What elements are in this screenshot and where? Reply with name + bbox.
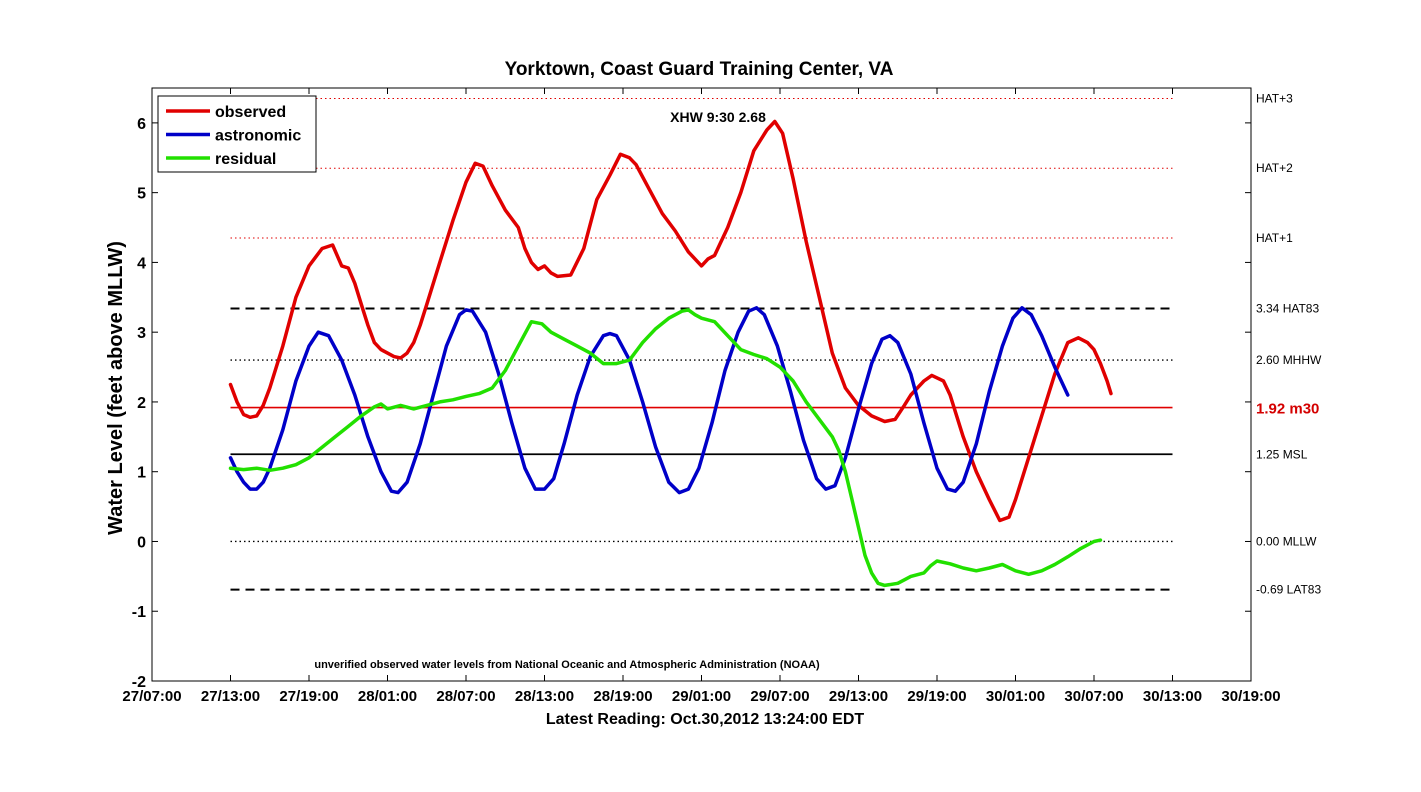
x-tick-label: 28/07:00 (436, 688, 495, 705)
y-tick-label: -2 (132, 674, 146, 691)
y-axis-label: Water Level (feet above MLLW) (105, 241, 127, 535)
ref-label-0-69-lat83: -0.69 LAT83 (1256, 583, 1321, 597)
x-tick-label: 28/13:00 (515, 688, 574, 705)
x-tick-label: 29/01:00 (672, 688, 731, 705)
ref-label-hat-1: HAT+1 (1256, 231, 1293, 245)
chart-title: Yorktown, Coast Guard Training Center, V… (505, 59, 894, 80)
ref-label-3-34-hat83: 3.34 HAT83 (1256, 301, 1319, 315)
source-note: unverified observed water levels from Na… (314, 659, 820, 671)
y-tick-label: 0 (137, 534, 146, 551)
y-tick-label: 3 (137, 325, 146, 342)
x-tick-label: 29/13:00 (829, 688, 888, 705)
x-tick-label: 28/01:00 (358, 688, 417, 705)
ref-label-1-25-msl: 1.25 MSL (1256, 447, 1308, 461)
y-tick-label: 1 (137, 465, 146, 482)
y-tick-label: -1 (132, 604, 146, 621)
ref-label-2-60-mhhw: 2.60 MHHW (1256, 353, 1322, 367)
x-tick-label: 29/19:00 (907, 688, 966, 705)
x-tick-label: 30/13:00 (1143, 688, 1202, 705)
ref-label-hat-3: HAT+3 (1256, 91, 1293, 105)
x-tick-label: 27/13:00 (201, 688, 260, 705)
series-lines (228, 119, 1113, 588)
axes: 27/07:00 27/13:00 27/19:00 28/01:00 28/07:00… (122, 87, 1281, 705)
legend-label-observed: observed (215, 104, 286, 121)
ref-label-hat-2: HAT+2 (1256, 161, 1293, 175)
y-tick-label: 4 (137, 255, 146, 272)
x-tick-label: 30/07:00 (1064, 688, 1123, 705)
legend-label-astronomic: astronomic (215, 128, 301, 145)
x-tick-label: 28/19:00 (593, 688, 652, 705)
x-tick-label: 29/07:00 (750, 688, 809, 705)
y-tick-label: 6 (137, 116, 146, 133)
legend-label-residual: residual (215, 151, 276, 168)
y-tick-label: 5 (137, 186, 146, 203)
x-tick-label: 30/01:00 (986, 688, 1045, 705)
series-line-observed (228, 119, 1113, 523)
ref-label-0-00-mllw: 0.00 MLLW (1256, 534, 1317, 548)
x-axis-label: Latest Reading: Oct.30,2012 13:24:00 EDT (546, 711, 865, 728)
legend: observed astronomic residual (157, 95, 317, 173)
x-tick-label: 30/19:00 (1221, 688, 1280, 705)
x-tick-label: 27/19:00 (279, 688, 338, 705)
series-line-residual (228, 308, 1103, 588)
x-tick-label: 27/07:00 (122, 688, 181, 705)
series-line-astronomic (228, 306, 1070, 495)
xhw-annotation: XHW 9:30 2.68 (670, 109, 766, 125)
y-tick-label: 2 (137, 395, 146, 412)
ref-label-1-92-m30: 1.92 m30 (1256, 401, 1319, 418)
